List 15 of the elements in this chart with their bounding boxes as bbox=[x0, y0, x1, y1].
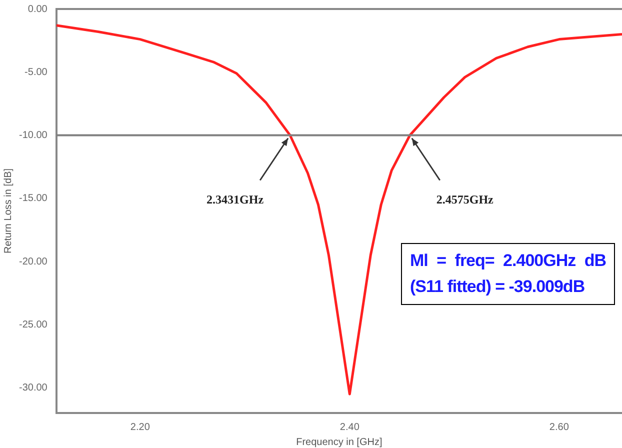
x-tick-label: 2.20 bbox=[130, 422, 150, 433]
y-axis-title: Return Loss in [dB] bbox=[2, 168, 14, 254]
y-tick-label: -10.00 bbox=[18, 130, 48, 141]
y-tick-label: -5.00 bbox=[24, 66, 48, 78]
x-axis-title: Frequency in [GHz] bbox=[296, 436, 382, 448]
x-tick-label: 2.60 bbox=[549, 422, 570, 433]
y-tick-label: -25.00 bbox=[18, 319, 48, 330]
y-tick-label: -30.00 bbox=[18, 382, 48, 394]
annotation: 2.4575GHz bbox=[436, 192, 494, 206]
annotation: 2.3431GHz bbox=[206, 192, 264, 206]
y-tick-label: -15.00 bbox=[18, 193, 48, 204]
y-tick-label: 0.00 bbox=[28, 4, 48, 15]
y-tick-label: -20.00 bbox=[18, 256, 48, 268]
annotation: Ml = freq= 2.400GHz dB (S11 fitted) = -39.009dB bbox=[401, 243, 615, 305]
x-tick-label: 2.40 bbox=[340, 422, 360, 433]
